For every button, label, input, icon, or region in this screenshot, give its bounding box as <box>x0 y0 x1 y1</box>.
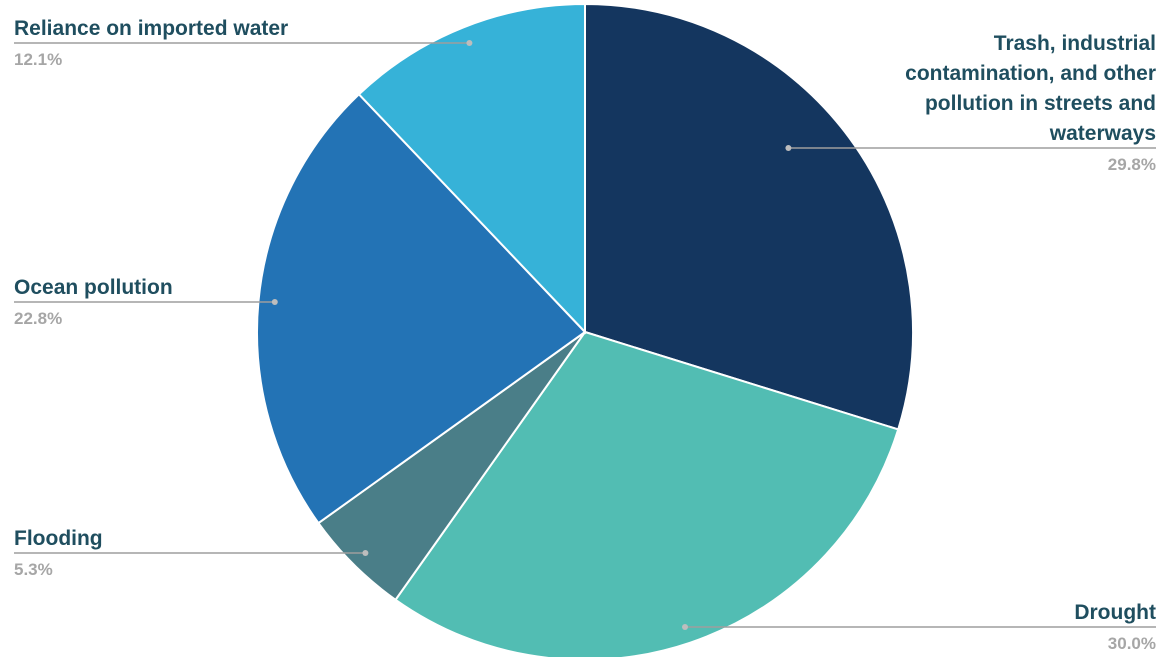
slice-label-text: contamination, and other <box>905 62 1156 85</box>
slice-label-text: waterways <box>1049 122 1156 145</box>
slice-label-reliance-on-imported-water: Reliance on imported water 12.1% <box>14 17 473 69</box>
slice-value-label: 22.8% <box>14 309 62 328</box>
leader-dot <box>466 40 473 46</box>
slice-label-drought: Drought 30.0% <box>682 601 1156 653</box>
slice-label-ocean-pollution: Ocean pollution 22.8% <box>14 276 278 328</box>
slice-value-label: 30.0% <box>1108 634 1156 653</box>
pie-slice-drought <box>394 330 900 657</box>
slice-label-flooding: Flooding 5.3% <box>14 527 369 579</box>
slice-label-text: Ocean pollution <box>14 276 173 299</box>
slice-label-text: Trash, industrial <box>994 32 1156 55</box>
slice-label-trash-industrial-contamination-and-other-pollution-in-streets-and-waterways: Trash, industrial contamination, and othe… <box>785 32 1156 174</box>
leader-dot <box>271 299 278 305</box>
slice-value-label: 12.1% <box>14 50 62 69</box>
leader-dot <box>785 145 792 151</box>
slice-label-text: Flooding <box>14 527 103 550</box>
pie-slice-trash-industrial-contamination-and-other-pollution-in-streets-and-waterways <box>584 2 914 431</box>
pie-slice-ocean-pollution <box>256 92 587 525</box>
slice-value-label: 29.8% <box>1108 155 1156 174</box>
slice-label-text: Reliance on imported water <box>14 17 288 40</box>
pie-slices <box>256 2 914 657</box>
leader-dot <box>682 624 688 630</box>
pie-labels: Trash, industrial contamination, and othe… <box>14 17 1156 653</box>
slice-label-text: pollution in streets and <box>925 92 1156 115</box>
slice-label-text: Drought <box>1074 601 1156 624</box>
pie-slice-reliance-on-imported-water <box>357 2 586 335</box>
slice-value-label: 5.3% <box>14 560 53 579</box>
leader-dot <box>362 550 369 556</box>
